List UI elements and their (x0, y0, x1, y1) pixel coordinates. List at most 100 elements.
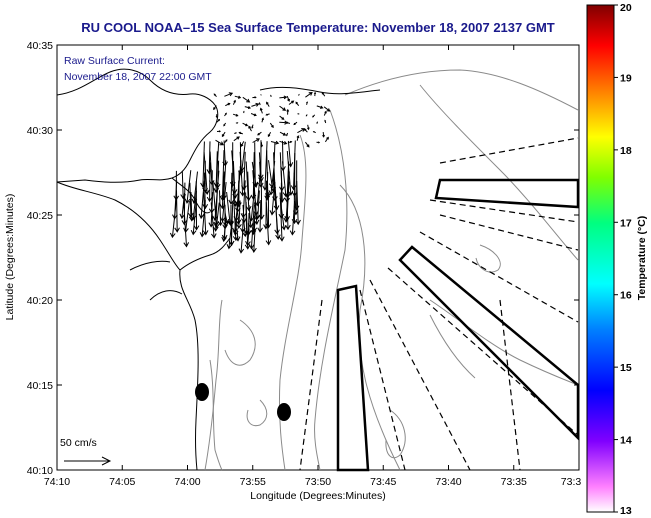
current-vector-arrow (243, 110, 245, 114)
current-vector-arrow (322, 132, 325, 138)
x-axis-ticks: 74:10 74:05 74:00 73:55 73:50 73:45 73:40 73:35… (44, 45, 582, 488)
current-vector-arrow (295, 101, 300, 107)
current-vector-arrow (221, 160, 227, 201)
x-tick-label: 73:3 (561, 476, 582, 488)
colorbar (586, 4, 615, 513)
y-tick-label: 40:35 (27, 40, 53, 52)
current-vector-arrow (198, 180, 205, 220)
current-vector-arrow (213, 202, 220, 229)
current-vector-arrow (279, 115, 285, 120)
current-vectors (169, 91, 331, 254)
current-vector-arrow (252, 96, 257, 99)
current-vector-arrow (234, 95, 242, 99)
current-vector-arrow (234, 228, 241, 242)
current-vector-arrow (307, 124, 310, 131)
current-annotation-line2: November 18, 2007 22:00 GMT (64, 71, 212, 83)
scale-arrow-label: 50 cm/s (60, 437, 97, 449)
current-vector-arrow (245, 228, 251, 247)
current-vector-arrow (312, 131, 316, 134)
colorbar-tick-label: 14 (620, 435, 632, 447)
current-vector-arrow (224, 92, 234, 97)
station-marker-east (277, 403, 291, 421)
current-vector-arrow (279, 95, 288, 100)
coastline (56, 68, 381, 471)
current-vector-arrow (232, 113, 239, 117)
current-vector-arrow (244, 106, 252, 110)
current-vector-arrow (251, 124, 254, 129)
current-vector-arrow (266, 101, 270, 107)
current-vector-arrow (265, 113, 270, 116)
current-vector-arrow (210, 202, 217, 239)
current-vector-arrow (270, 94, 272, 98)
colorbar-label: Temperature (°C) (636, 216, 648, 301)
colorbar-tick-label: 19 (620, 72, 632, 84)
colorbar-tick-label: 18 (620, 145, 632, 157)
current-vector-arrow (221, 228, 227, 243)
current-vector-arrow (183, 202, 190, 248)
current-vector-arrow (242, 122, 249, 127)
x-tick-label: 74:05 (109, 476, 135, 488)
current-vector-arrow (316, 121, 318, 124)
y-tick-label: 40:10 (27, 465, 53, 477)
current-vector-arrow (269, 122, 274, 128)
plot-frame (56, 44, 580, 471)
colorbar-tick-label: 16 (620, 290, 632, 302)
current-vector-arrow (279, 105, 287, 111)
colorbar-tick-label: 20 (620, 2, 632, 14)
current-vector-arrow (169, 199, 177, 239)
current-vector-arrow (324, 119, 327, 124)
current-vector-arrow (321, 91, 326, 97)
current-vector-arrow (216, 130, 222, 133)
current-vector-arrow (257, 131, 262, 136)
current-vector-arrow (187, 182, 194, 219)
current-vector-arrow (215, 139, 225, 146)
current-vector-arrow (267, 132, 272, 138)
station-marker-west (195, 383, 209, 401)
current-vector-arrow (274, 201, 281, 240)
current-vector-arrow (248, 202, 255, 250)
current-vector-arrow (190, 201, 197, 236)
bathymetry-contours (204, 69, 579, 471)
current-vector-arrow (251, 220, 258, 233)
y-tick-label: 40:25 (27, 210, 53, 222)
current-vector-arrow (251, 102, 260, 107)
current-vector-arrow (224, 112, 227, 117)
current-vector-arrow (174, 190, 180, 233)
figure-title: RU COOL NOAA–15 Sea Surface Temperature:… (81, 20, 555, 35)
current-vector-arrow (285, 121, 291, 124)
current-vector-arrow (289, 200, 296, 236)
current-vector-arrow (324, 136, 329, 143)
current-vector-arrow (279, 199, 287, 231)
current-vector-arrow (279, 131, 287, 136)
current-vector-arrow (242, 96, 251, 103)
x-tick-label: 74:00 (174, 476, 200, 488)
current-vector-arrow (234, 132, 237, 134)
current-vector-arrow (232, 99, 236, 105)
current-vector-arrow (259, 107, 263, 114)
current-vector-arrow (202, 192, 209, 236)
current-vector-arrow (288, 100, 295, 105)
current-vector-arrow (305, 91, 313, 98)
x-tick-label: 74:10 (44, 476, 70, 488)
current-vector-arrow (232, 212, 238, 234)
current-vector-arrow (191, 171, 198, 204)
current-vector-arrow (305, 114, 308, 117)
current-vector-arrow (252, 138, 260, 143)
current-vector-arrow (179, 192, 186, 220)
current-vector-arrow (296, 135, 300, 141)
current-vector-arrow (213, 93, 217, 98)
current-vector-arrow (228, 172, 235, 205)
current-vector-arrow (199, 200, 206, 238)
current-vector-arrow (285, 200, 291, 231)
scale-arrow-icon (64, 456, 112, 466)
current-vector-arrow (298, 93, 300, 96)
current-vector-arrow (258, 102, 261, 106)
x-axis-label: Longitude (Degrees:Minutes) (250, 490, 385, 502)
current-vector-arrow (295, 180, 301, 226)
current-vector-arrow (245, 171, 252, 202)
y-axis-ticks: 40:35 40:30 40:25 40:20 40:15 40:10 (27, 40, 579, 477)
current-annotation-line1: Raw Surface Current: (64, 55, 165, 67)
current-vector-arrow (238, 131, 243, 135)
current-vector-arrow (216, 118, 221, 123)
